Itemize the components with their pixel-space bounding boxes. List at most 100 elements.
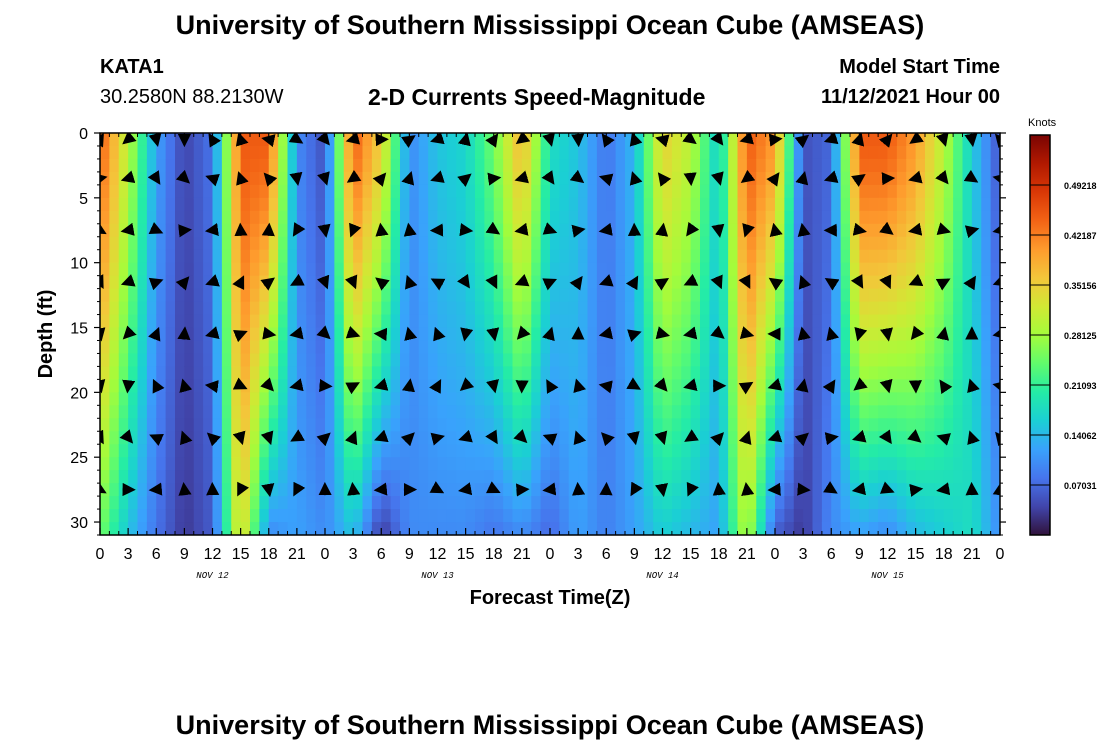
heatmap-cell [381,314,392,329]
heatmap-cell [268,158,279,173]
heatmap-cell [728,392,739,406]
heatmap-cell [971,249,982,264]
heatmap-cell [709,288,720,303]
heatmap-cell [934,405,945,419]
heatmap-cell [437,184,448,199]
heatmap-cell [962,236,973,251]
x-tick-label: 0 [996,546,1005,563]
heatmap-cell [531,301,542,316]
heatmap-cell [859,288,870,303]
heatmap-cell [193,288,204,303]
heatmap-cell [493,418,504,432]
heatmap-cell [943,509,954,523]
heatmap-cell [559,288,570,303]
heatmap-cell [128,301,139,316]
heatmap-cell [812,314,823,329]
heatmap-cell [184,314,195,329]
heatmap-cell [925,379,935,393]
heatmap-cell [203,288,214,303]
current-arrow [909,483,924,497]
current-arrow [100,221,107,235]
heatmap-cell [681,262,692,277]
heatmap-cell [175,314,185,329]
heatmap-cell [390,483,401,497]
heatmap-cell [109,249,120,264]
current-arrow [263,172,278,187]
heatmap-cell [446,418,457,432]
heatmap-cell [231,340,242,355]
heatmap-cell [456,470,467,484]
heatmap-cell [906,366,917,380]
heatmap-cell [437,444,448,458]
heatmap-cell [793,236,804,251]
heatmap-cell [203,314,214,329]
heatmap-cell [371,392,382,406]
heatmap-cell [306,184,317,199]
heatmap-cell [334,496,345,510]
x-tick-label: 9 [405,546,414,563]
heatmap-cell [868,262,879,277]
heatmap-cell [700,470,710,484]
heatmap-cell [915,249,926,264]
heatmap-cell [662,145,673,160]
heatmap-cell [596,249,607,264]
heatmap-cell [625,301,635,316]
heatmap-cell [896,197,907,212]
heatmap-cell [278,171,289,186]
heatmap-cell [221,366,232,380]
heatmap-cell [596,457,607,471]
heatmap-cell [765,444,776,458]
current-arrow [657,172,672,187]
heatmap-cell [484,470,495,484]
heatmap-cell [418,379,429,393]
heatmap-cell [137,210,148,225]
heatmap-cell [259,405,270,419]
heatmap-cell [278,210,289,225]
heatmap-cell [100,314,110,329]
heatmap-cell [475,236,485,251]
heatmap-cell [353,353,364,368]
colorbar-tick-label: 0.35156 [1064,281,1097,291]
heatmap-cell [606,184,617,199]
heatmap-cell [175,197,185,212]
heatmap-cell [465,509,476,523]
heatmap-cell [165,392,176,406]
heatmap-cell [221,509,232,523]
heatmap-cell [550,418,560,432]
heatmap-cell [634,249,645,264]
heatmap-cell [550,210,560,225]
heatmap-cell [531,457,542,471]
heatmap-cell [700,262,710,277]
heatmap-cell [887,288,898,303]
current-arrow [630,481,643,497]
heatmap-cell [165,379,176,393]
heatmap-cell [962,392,973,406]
heatmap-cell [821,470,832,484]
heatmap-cell [634,353,645,368]
heatmap-cell [662,457,673,471]
heatmap-cell [437,405,448,419]
heatmap-cell [118,340,129,355]
heatmap-cell [334,522,345,535]
heatmap-cell [709,236,720,251]
current-arrow [797,482,811,496]
heatmap-cell [456,184,467,199]
heatmap-cell [943,457,954,471]
heatmap-cell [531,288,542,303]
current-arrow [179,378,193,393]
heatmap-cell [287,288,298,303]
heatmap-cell [681,210,692,225]
heatmap-cell [971,184,982,199]
heatmap-cell [718,418,729,432]
heatmap-cell [418,236,429,251]
heatmap-cell [915,145,926,160]
heatmap-cell [137,288,148,303]
heatmap-cell [418,133,429,147]
heatmap-cell [109,171,120,186]
heatmap-cell [578,444,589,458]
current-arrow [289,171,303,186]
heatmap-cell [550,158,560,173]
current-arrow [344,274,358,290]
heatmap-cell [850,405,860,419]
heatmap-cell [437,262,448,277]
